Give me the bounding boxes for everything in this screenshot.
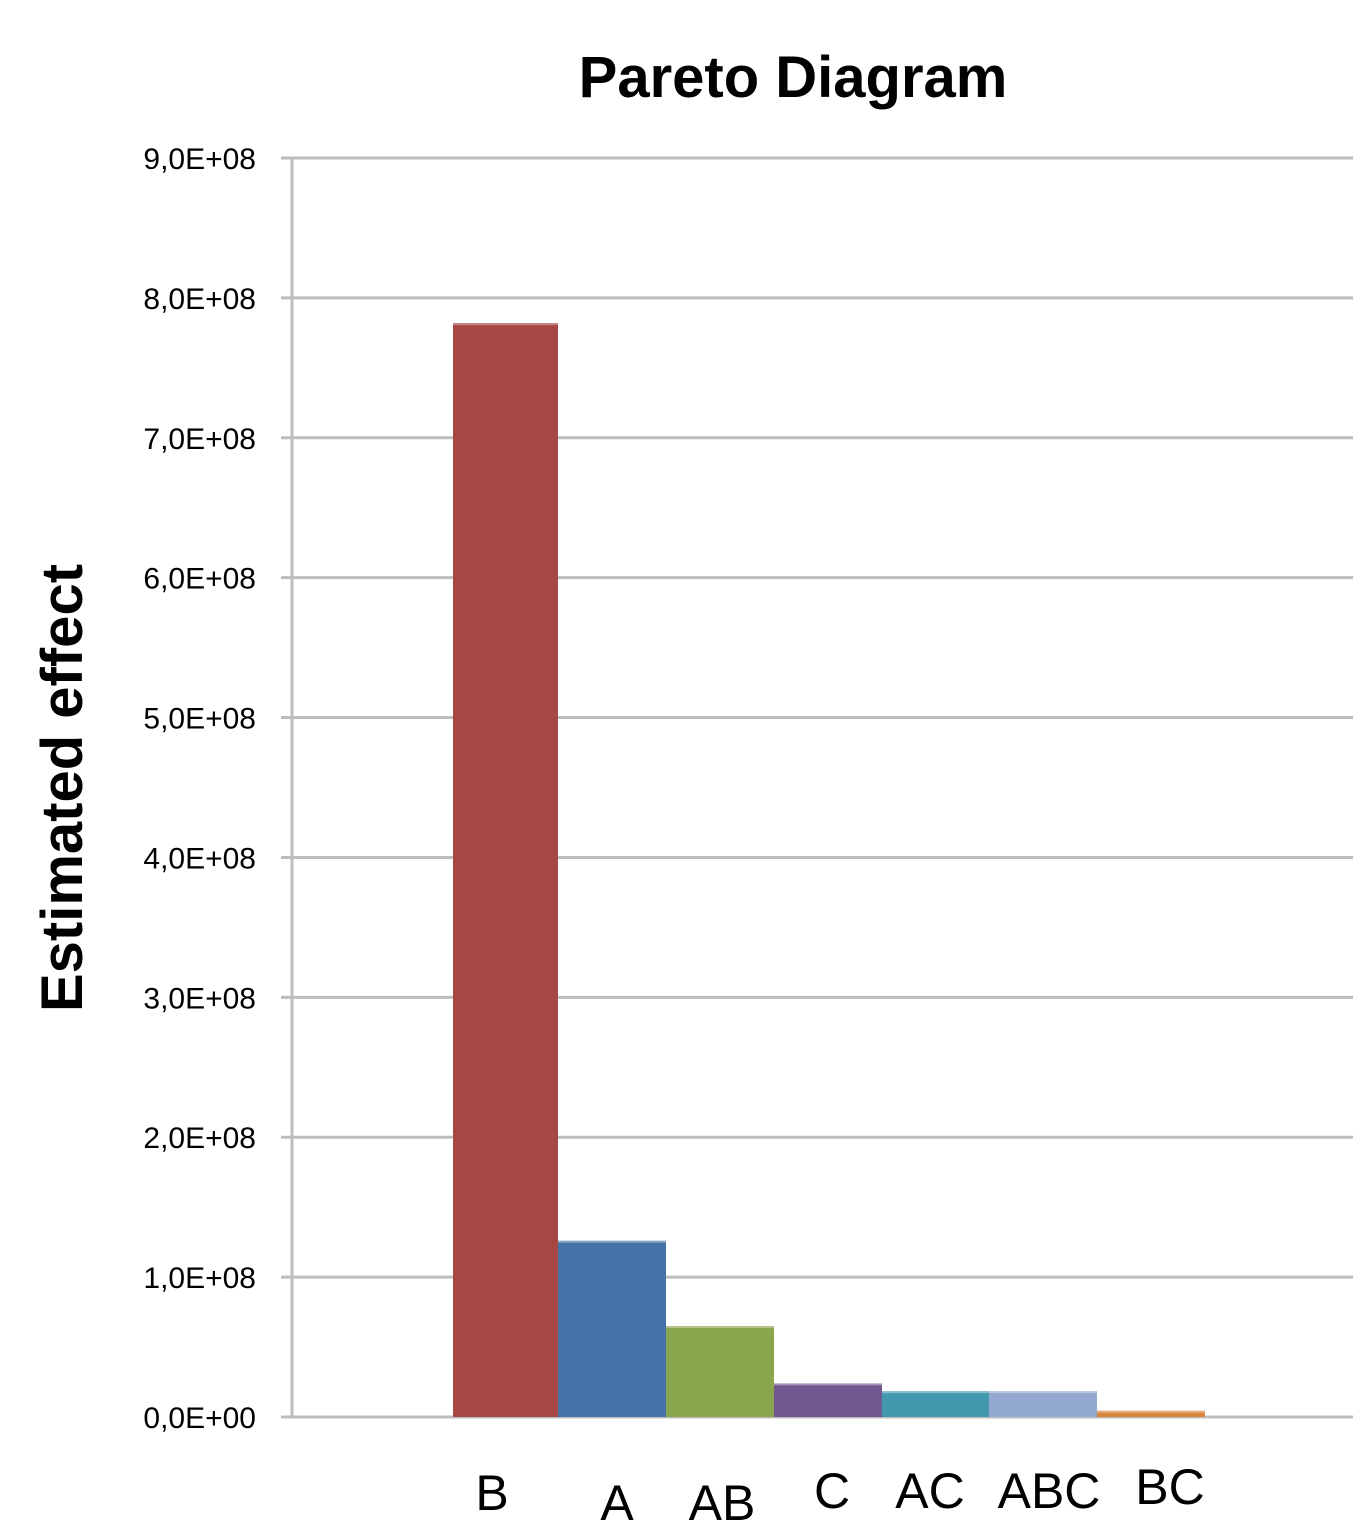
y-tick-label: 5,0E+08	[143, 703, 256, 736]
chart-title: Pareto Diagram	[579, 45, 1008, 110]
y-tick-label: 4,0E+08	[143, 842, 256, 875]
bar-ab	[666, 1326, 774, 1417]
bar-abc	[989, 1391, 1097, 1417]
y-axis-label: Estimated effect	[30, 564, 95, 1012]
x-tick-label: ABC	[998, 1463, 1101, 1519]
x-tick-label: AC	[895, 1463, 964, 1519]
bar-ac	[882, 1391, 989, 1417]
y-tick-label: 0,0E+00	[143, 1402, 256, 1435]
y-tick-label: 3,0E+08	[143, 982, 256, 1015]
x-axis-ticks: B A AB C AC ABC BC	[475, 1459, 1204, 1530]
y-tick-label: 7,0E+08	[143, 423, 256, 456]
bars	[453, 323, 1205, 1418]
y-tick-label: 8,0E+08	[143, 283, 256, 316]
bar-a	[558, 1240, 666, 1417]
x-tick-label: BC	[1135, 1459, 1204, 1515]
y-tick-label: 9,0E+08	[143, 143, 256, 176]
x-tick-label: C	[814, 1463, 850, 1519]
gridlines	[281, 156, 1353, 1419]
x-tick-label: A	[600, 1475, 634, 1525]
bar-c	[774, 1383, 882, 1417]
x-tick-label: B	[475, 1465, 508, 1521]
bar-b	[453, 323, 558, 1418]
y-tick-label: 6,0E+08	[143, 563, 256, 596]
y-tick-label: 1,0E+08	[143, 1262, 256, 1295]
bar-bc	[1097, 1410, 1205, 1417]
y-tick-label: 2,0E+08	[143, 1122, 256, 1155]
x-tick-label: AB	[689, 1475, 756, 1525]
y-axis-ticks: 0,0E+00 1,0E+08 2,0E+08 3,0E+08 4,0E+08 5,0E+…	[143, 143, 256, 1435]
